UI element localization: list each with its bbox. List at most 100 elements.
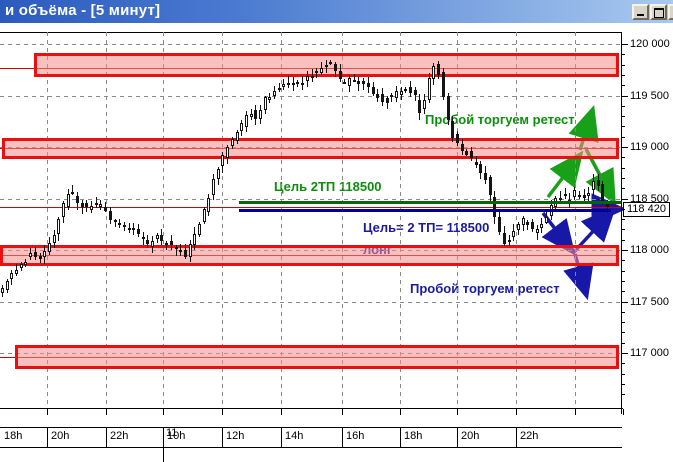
candle-body — [198, 224, 201, 236]
candle-body — [564, 193, 567, 196]
candle-body — [156, 235, 159, 239]
candle-wick — [354, 74, 355, 83]
annotation-blue-target: Цель= 2 ТП= 118500 — [363, 220, 490, 235]
candle-body — [329, 62, 332, 65]
candle-body — [348, 78, 351, 87]
timescale-separator — [457, 427, 458, 447]
y-axis-tick — [621, 85, 625, 86]
h-gridline — [0, 199, 621, 200]
candle-body — [404, 88, 407, 91]
candle-body — [536, 228, 539, 233]
candle-body — [245, 115, 248, 128]
v-gridline — [106, 32, 107, 408]
candle-body — [264, 97, 267, 110]
supply-demand-zone — [2, 138, 619, 159]
window-titlebar[interactable]: и объёма - [5 минут] — [0, 0, 673, 23]
minimize-button[interactable] — [632, 4, 649, 20]
x-axis-label: 10h — [167, 430, 186, 442]
candle-body — [282, 83, 285, 88]
y-axis-tick — [621, 240, 625, 241]
candle-body — [71, 191, 74, 194]
x-axis-label: 22h — [520, 430, 539, 442]
candle-body — [123, 225, 126, 228]
candle-body — [296, 82, 299, 85]
candle-body — [498, 216, 501, 232]
candle-wick — [527, 220, 528, 230]
candle-body — [67, 193, 70, 208]
candle-wick — [96, 197, 97, 208]
candle-body — [20, 263, 23, 269]
close-button[interactable] — [668, 4, 673, 20]
candle-body — [559, 197, 562, 200]
y-axis-tick — [621, 271, 625, 272]
candle-body — [601, 183, 604, 202]
v-gridline — [163, 32, 164, 408]
candle-body — [189, 243, 192, 257]
timescale-separator — [281, 427, 282, 447]
candle-body — [395, 91, 398, 99]
supply-demand-zone — [15, 345, 619, 369]
y-axis-tick — [621, 260, 625, 261]
timescale-separator — [222, 427, 223, 447]
x-axis-label: 20h — [51, 430, 70, 442]
candle-body — [259, 109, 262, 119]
candle-body — [362, 81, 365, 84]
y-axis-line — [621, 32, 622, 414]
y-axis-tick — [621, 394, 625, 395]
candle-wick — [279, 82, 280, 92]
candle-body — [437, 63, 440, 76]
timescale-bottom-line — [0, 447, 622, 448]
candle-body — [526, 221, 529, 225]
y-axis-tick — [621, 188, 625, 189]
timescale-separator — [342, 427, 343, 447]
candle-body — [353, 79, 356, 82]
candle-body — [109, 210, 112, 220]
x-axis-label: 14h — [285, 430, 304, 442]
candle-body — [250, 114, 253, 117]
y-axis-label: 119 500 — [630, 90, 669, 102]
candle-body — [53, 234, 56, 244]
candle-body — [428, 77, 431, 101]
candle-body — [451, 120, 454, 138]
current-price-line — [0, 207, 621, 208]
candle-body — [325, 65, 328, 68]
candle-body — [503, 233, 506, 244]
candle-body — [306, 76, 309, 81]
candle-body — [95, 203, 98, 206]
blue-target-line — [239, 209, 611, 212]
candle-body — [465, 151, 468, 155]
x-axis-tick — [400, 409, 401, 415]
y-axis-tick — [621, 126, 625, 127]
y-axis-tick — [621, 96, 628, 97]
candle-body — [184, 249, 187, 257]
date-label: 11 — [166, 427, 178, 439]
candle-wick — [176, 244, 177, 256]
y-axis-tick — [621, 312, 625, 313]
v-gridline — [342, 32, 343, 408]
candle-wick — [115, 218, 116, 227]
y-axis-tick — [621, 178, 625, 179]
candle-body — [34, 251, 37, 258]
timescale-separator — [47, 427, 48, 447]
x-axis-tick — [163, 409, 164, 415]
maximize-button[interactable] — [650, 4, 667, 20]
y-axis-tick — [621, 106, 625, 107]
candle-wick — [180, 243, 181, 257]
candle-wick — [565, 188, 566, 199]
y-axis-tick — [621, 332, 625, 333]
x-axis-tick — [47, 409, 48, 415]
x-axis-tick — [342, 409, 343, 415]
candle-body — [193, 234, 196, 246]
y-axis-tick — [621, 44, 628, 45]
candle-body — [137, 229, 140, 234]
candle-body — [390, 95, 393, 98]
y-axis-tick — [621, 353, 628, 354]
candle-body — [81, 202, 84, 208]
y-axis-tick — [621, 343, 625, 344]
y-axis-tick — [621, 209, 625, 210]
candle-body — [57, 219, 60, 235]
y-axis-tick — [621, 157, 625, 158]
y-axis-tick — [621, 147, 628, 148]
candle-body — [573, 190, 576, 198]
candle-body — [15, 269, 18, 275]
